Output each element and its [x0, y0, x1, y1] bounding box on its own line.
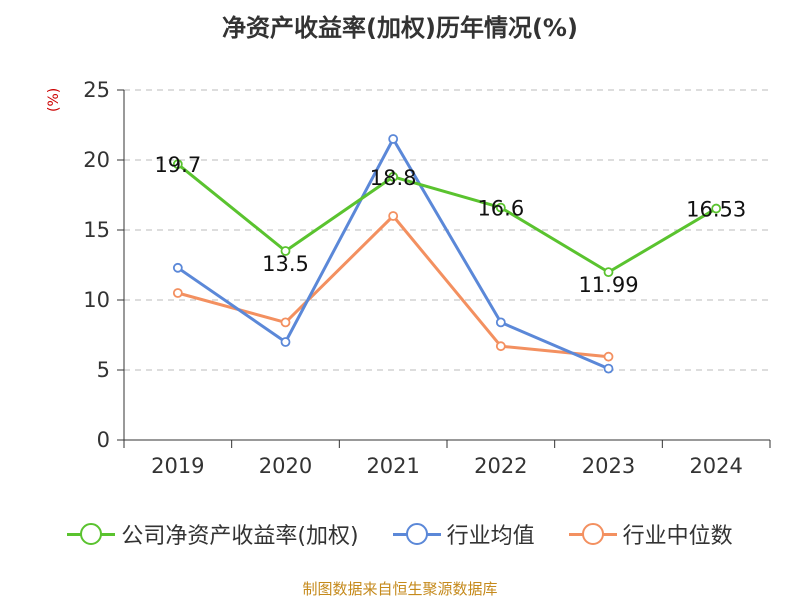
x-tick-label: 2024	[689, 454, 742, 478]
data-point	[280, 337, 291, 347]
legend-item-company[interactable]: 公司净资产收益率(加权)	[67, 518, 359, 550]
data-point	[172, 262, 183, 273]
y-tick-label: 10	[83, 288, 110, 312]
data-point	[711, 203, 722, 214]
chart-title: 净资产收益率(加权)历年情况(%)	[222, 14, 578, 42]
data-label: 11.99	[578, 273, 638, 297]
legend: 公司净资产收益率(加权) 行业均值 行业中位数	[0, 518, 800, 550]
legend-label-industry-mean: 行业均值	[446, 524, 535, 549]
data-source: 制图数据来自恒生聚源数据库	[302, 580, 498, 598]
data-point	[495, 202, 506, 213]
data-point	[280, 317, 291, 328]
data-point	[280, 246, 291, 256]
data-point	[603, 267, 614, 278]
x-tick-label: 2021	[366, 454, 419, 478]
data-point	[172, 159, 183, 170]
y-tick-label: 15	[83, 218, 110, 242]
legend-label-industry-median: 行业中位数	[622, 524, 733, 549]
data-point	[495, 341, 506, 352]
x-tick-label: 2022	[474, 454, 527, 478]
legend-marker-industry-mean	[392, 523, 441, 545]
y-tick-label: 0	[97, 428, 110, 452]
x-tick-label: 2019	[151, 454, 204, 478]
data-label: 13.5	[262, 252, 309, 276]
x-tick-label: 2020	[259, 454, 312, 478]
legend-label-company: 公司净资产收益率(加权)	[121, 524, 359, 549]
data-point	[388, 211, 399, 221]
legend-marker-company	[67, 523, 116, 545]
y-tick-label: 25	[83, 78, 110, 102]
data-label: 19.7	[154, 153, 201, 177]
data-label: 18.8	[370, 166, 417, 190]
data-point	[172, 288, 183, 298]
y-tick-label: 20	[83, 148, 110, 172]
y-tick-label: 5	[97, 358, 110, 382]
legend-item-industry-mean[interactable]: 行业均值	[392, 518, 535, 550]
data-point	[603, 351, 614, 362]
data-point	[495, 317, 506, 328]
data-label: 16.6	[477, 197, 524, 221]
series-line-0	[176, 163, 717, 274]
data-point	[603, 363, 614, 374]
data-point	[388, 171, 399, 182]
x-tick-label: 2023	[582, 454, 635, 478]
data-point	[388, 134, 399, 144]
data-label: 16.53	[686, 198, 746, 222]
legend-item-industry-median[interactable]: 行业中位数	[568, 518, 733, 550]
legend-marker-industry-median	[568, 523, 617, 545]
series-line-2	[177, 214, 609, 359]
